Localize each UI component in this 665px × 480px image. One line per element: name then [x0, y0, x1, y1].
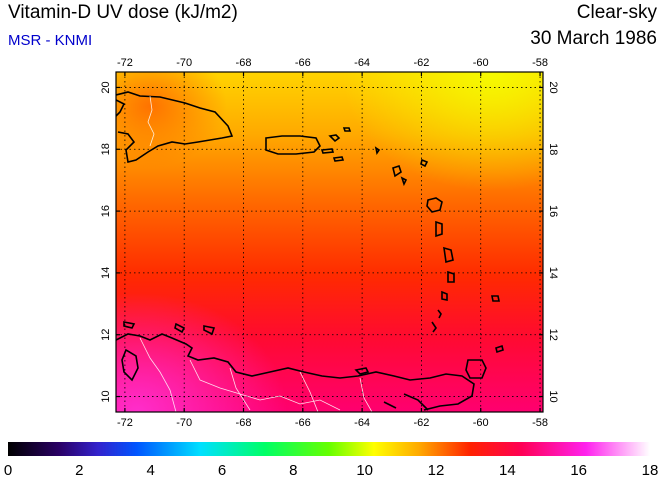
- frame-ticks: [116, 72, 543, 412]
- barbados: [491, 295, 500, 302]
- lat-label-left: 20: [100, 81, 112, 93]
- haiti-gulf-coast: [116, 99, 126, 117]
- source-label: MSR - KNMI: [8, 32, 93, 49]
- uv-field: [116, 72, 543, 412]
- tobago: [495, 344, 504, 354]
- colorbar-tick-label: 10: [356, 462, 373, 479]
- lon-label-bottom: -70: [176, 417, 192, 429]
- lon-label-top: -72: [117, 57, 133, 69]
- lat-label-left: 14: [100, 267, 112, 279]
- anguilla: [374, 146, 381, 156]
- st-kitts: [400, 176, 408, 187]
- longitude-labels-bottom: -72 -70 -68 -66 -64 -62 -60 -58: [117, 417, 548, 429]
- lat-label-left: 16: [100, 205, 112, 217]
- lat-label-left: 18: [100, 143, 112, 155]
- colorbar-tick-label: 12: [428, 462, 445, 479]
- lat-label-right: 10: [547, 390, 559, 402]
- colorbar-tick-label: 4: [146, 462, 154, 479]
- lon-label-top: -68: [236, 57, 252, 69]
- lat-label-right: 12: [547, 329, 559, 341]
- orinoco-delta: [383, 393, 429, 411]
- colorbar-tick-label: 0: [4, 462, 12, 479]
- lat-label-right: 14: [547, 267, 559, 279]
- latitude-labels-right: 10 12 14 16 18 20: [547, 81, 559, 402]
- colorbar-tick-label: 16: [570, 462, 587, 479]
- lat-label-right: 16: [547, 205, 559, 217]
- lat-label-right: 18: [547, 143, 559, 155]
- lon-label-bottom: -60: [473, 417, 489, 429]
- grenadines: [431, 309, 442, 333]
- dominica: [435, 220, 443, 238]
- colorbar-tick-labels: 0 2 4 6 8 10 12 14 16 18: [4, 462, 659, 479]
- trinidad: [465, 359, 487, 379]
- st-lucia: [447, 270, 455, 283]
- date-label: 30 March 1986: [530, 28, 657, 49]
- map-frame: [115, 71, 544, 413]
- coastlines: [116, 91, 504, 411]
- st-vincent: [441, 290, 448, 301]
- puerto-rico-coast: [265, 135, 321, 155]
- country-borders: [139, 95, 373, 412]
- colorbar-tick-label: 6: [218, 462, 226, 479]
- lon-label-top: -58: [532, 57, 548, 69]
- vieques: [320, 148, 335, 154]
- small-island: [332, 156, 345, 162]
- lon-label-bottom: -62: [413, 417, 429, 429]
- martinique: [443, 246, 454, 264]
- aruba: [123, 321, 136, 329]
- virgin-islands: [328, 127, 352, 143]
- colorbar-tick-label: 18: [642, 462, 659, 479]
- lon-label-top: -70: [176, 57, 192, 69]
- guadeloupe: [426, 197, 443, 213]
- lon-label-top: -62: [413, 57, 429, 69]
- lat-label-left: 10: [100, 390, 112, 402]
- lon-label-bottom: -58: [532, 417, 548, 429]
- longitude-labels-top: -72 -70 -68 -66 -64 -62 -60 -58: [117, 57, 548, 69]
- hispaniola-border: [147, 95, 155, 147]
- lake-maracaibo: [121, 348, 139, 382]
- lon-label-top: -64: [354, 57, 370, 69]
- lon-label-top: -66: [295, 57, 311, 69]
- st-martin: [392, 164, 402, 178]
- sky-condition-label: Clear-sky: [576, 2, 657, 23]
- colorbar: [8, 442, 650, 456]
- bonaire: [203, 325, 216, 336]
- curacao: [174, 322, 186, 334]
- colorbar-tick-label: 8: [289, 462, 297, 479]
- map-title: Vitamin-D UV dose (kJ/m2): [8, 2, 238, 23]
- lat-label-right: 20: [547, 81, 559, 93]
- latitude-labels-left: 10 12 14 16 18 20: [100, 81, 112, 402]
- lon-label-bottom: -66: [295, 417, 311, 429]
- venezuela-coast: [116, 333, 475, 411]
- lon-label-bottom: -64: [354, 417, 370, 429]
- lat-label-left: 12: [100, 329, 112, 341]
- lon-label-bottom: -68: [236, 417, 252, 429]
- lon-label-top: -60: [473, 57, 489, 69]
- colorbar-tick-label: 2: [75, 462, 83, 479]
- colorbar-tick-label: 14: [499, 462, 516, 479]
- colombia-venezuela-border: [139, 337, 177, 412]
- antigua: [420, 158, 429, 168]
- hispaniola-coast: [116, 91, 234, 163]
- margarita-island: [354, 367, 370, 375]
- lon-label-bottom: -72: [117, 417, 133, 429]
- venezuela-states-2: [229, 367, 373, 412]
